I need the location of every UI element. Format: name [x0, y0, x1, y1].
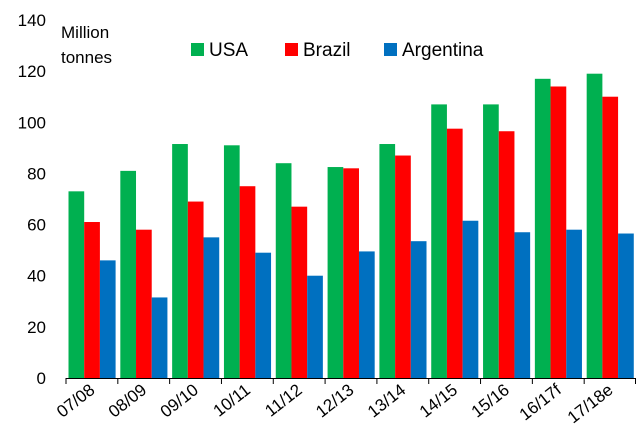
bar-usa: [68, 191, 85, 378]
bar-usa: [327, 167, 344, 378]
bar-argentina: [151, 297, 168, 378]
unit-label: Million tonnes: [61, 23, 112, 67]
bar-argentina: [462, 220, 479, 378]
bar-usa: [120, 170, 137, 378]
bar-brazil: [498, 131, 515, 378]
bar-brazil: [239, 186, 256, 378]
x-tick-label: 08/09: [105, 380, 150, 421]
y-tick-label: 140: [18, 11, 46, 30]
bar-usa: [379, 144, 396, 378]
y-tick-label: 100: [18, 113, 46, 132]
x-tick-label: 13/14: [364, 380, 409, 421]
unit-label-line-1: Million: [61, 23, 109, 42]
x-tick-label: 12/13: [312, 380, 357, 421]
legend: USA Brazil Argentina: [191, 40, 484, 61]
legend-label-usa: USA: [209, 40, 248, 61]
bar-argentina: [566, 229, 582, 378]
bar-argentina: [358, 251, 375, 378]
y-axis-ticks: 0 20 40 60 80 100 120 140: [18, 11, 46, 388]
legend-swatch-brazil: [285, 43, 298, 56]
bar-usa: [275, 163, 292, 378]
bar-argentina: [99, 260, 116, 378]
bars: [68, 73, 634, 379]
bar-brazil: [84, 222, 100, 378]
x-tick-label: 17/18e: [564, 380, 617, 427]
bar-usa: [431, 104, 447, 378]
bar-brazil: [343, 168, 359, 378]
bar-usa: [223, 145, 240, 378]
x-tick-label: 09/10: [157, 380, 202, 421]
legend-label-argentina: Argentina: [402, 40, 484, 61]
x-tick-label: 11/12: [261, 380, 305, 420]
bar-brazil: [550, 86, 567, 379]
bar-brazil: [446, 128, 463, 378]
bar-argentina: [307, 275, 323, 378]
bar-argentina: [618, 233, 634, 378]
bar-brazil: [291, 206, 308, 378]
x-tick-label: 10/11: [210, 380, 254, 420]
x-tick-label: 15/16: [468, 380, 513, 421]
bar-usa: [534, 78, 551, 378]
x-tick-label: 16/17f: [516, 380, 565, 424]
y-tick-label: 40: [27, 267, 46, 286]
bar-argentina: [410, 241, 427, 378]
x-axis-ticks: 07/08 08/09 09/10 10/11 11/12 12/13 13/14 14/15…: [53, 378, 636, 427]
bar-brazil: [136, 229, 152, 378]
y-tick-label: 20: [27, 318, 46, 337]
bar-argentina: [255, 252, 272, 378]
x-tick-label: 07/08: [53, 380, 98, 421]
bar-brazil: [187, 201, 204, 378]
y-tick-label: 80: [27, 164, 46, 183]
bar-usa: [483, 104, 499, 378]
legend-swatch-usa: [191, 43, 204, 56]
y-tick-label: 60: [27, 216, 46, 235]
bar-usa: [172, 144, 188, 378]
legend-label-brazil: Brazil: [303, 40, 351, 61]
bar-brazil: [395, 155, 411, 378]
unit-label-line-2: tonnes: [61, 48, 112, 67]
legend-swatch-argentina: [384, 43, 397, 56]
bar-usa: [586, 73, 603, 378]
y-tick-label: 0: [37, 369, 46, 388]
bar-argentina: [203, 237, 220, 378]
y-tick-label: 120: [18, 62, 46, 81]
bar-brazil: [602, 96, 619, 379]
bar-argentina: [514, 232, 531, 378]
x-tick-label: 14/15: [416, 380, 461, 421]
